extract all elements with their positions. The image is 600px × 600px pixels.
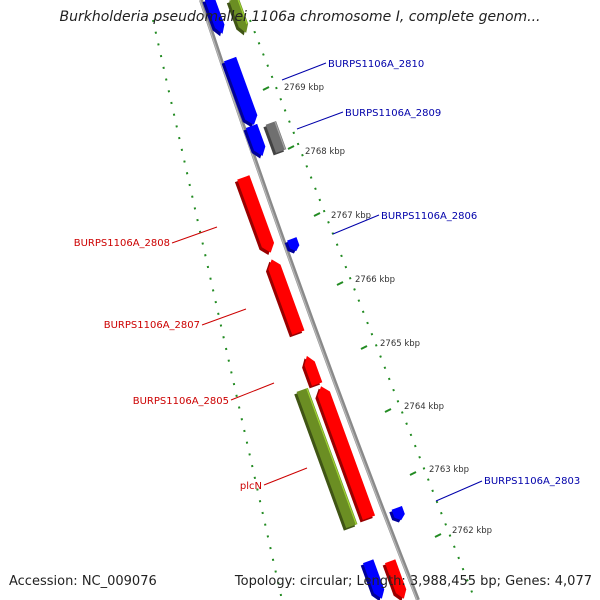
gene-small-red-body: [304, 355, 323, 386]
gene-label-3: BURPS1106A_2806: [381, 211, 477, 222]
ruler-tick-7: [409, 471, 417, 476]
gene-burps1106a-2810-body: [223, 56, 258, 125]
gene-burps1106a-2808: [234, 175, 275, 256]
gene-burps1106a-2805: [315, 386, 376, 523]
gene-plcn-body: [296, 387, 358, 529]
ruler-label-6: 2764 kbp: [404, 402, 444, 412]
gene-red-bottom-body: [384, 559, 407, 599]
gene-red-bottom: [382, 559, 407, 600]
ruler-label-7: 2763 kbp: [429, 465, 469, 475]
gene-gray-2809-body: [265, 121, 287, 153]
ruler-tick-8: [434, 533, 442, 538]
gene-blue-top-body: [204, 0, 225, 34]
gene-gray-2809-highlight: [274, 121, 286, 150]
ruler-label-2: 2768 kbp: [305, 147, 345, 157]
topology-text: Topology: circular; Length: 3,988,455 bp…: [234, 574, 592, 589]
gene-label-leader-3: [332, 214, 380, 235]
gene-burps1106a-2805-body: [317, 386, 376, 521]
gene-gray-2809: [263, 121, 287, 156]
ruler-tick-5: [360, 345, 368, 350]
gene-label-2: BURPS1106A_2809: [345, 108, 441, 119]
gene-burps1106a-2808-highlight: [247, 175, 274, 244]
gene-label-4: BURPS1106A_2808: [74, 238, 170, 249]
gene-label-leader-6: [230, 382, 275, 401]
gene-blue-top: [202, 0, 225, 37]
gene-label-leader-2: [296, 111, 344, 130]
gene-green-top: [226, 0, 249, 36]
ruler-tick-1: [262, 86, 270, 91]
gene-blue-bottom-body: [362, 559, 385, 599]
gene-label-6: BURPS1106A_2805: [133, 396, 229, 407]
accession-text: Accession: NC_009076: [9, 574, 157, 589]
gene-label-leader-5: [201, 308, 247, 326]
gene-burps1106a-2810-highlight: [234, 57, 257, 116]
gene-label-leader-1: [281, 62, 327, 81]
ruler-label-1: 2769 kbp: [284, 83, 324, 93]
gene-burps1106a-2807-highlight: [278, 264, 304, 332]
gene-burps1106a-2803: [389, 506, 405, 523]
gene-burps1106a-2810: [221, 56, 258, 128]
gene-green-top-body: [229, 0, 249, 33]
gene-label-7: plcN: [240, 481, 262, 492]
gene-small-red: [302, 355, 323, 389]
gene-burps1106a-2803-highlight: [400, 506, 405, 515]
outer-ruler-track: [152, 19, 283, 600]
gene-burps1106a-2809: [243, 123, 266, 159]
gene-burps1106a-2806: [284, 237, 300, 254]
gene-label-8: BURPS1106A_2803: [484, 476, 580, 487]
gene-label-leader-7: [263, 467, 308, 486]
gene-burps1106a-2807-body: [268, 259, 305, 335]
gene-label-1: BURPS1106A_2810: [328, 59, 424, 70]
gene-red-bottom-highlight: [393, 559, 406, 591]
ruler-tick-6: [384, 408, 392, 413]
gene-label-5: BURPS1106A_2807: [104, 320, 200, 331]
gene-label-leader-4: [171, 226, 218, 244]
gene-label-leader-8: [435, 480, 483, 502]
backbone-highlight: [199, 0, 418, 600]
gene-blue-bottom: [360, 559, 385, 600]
gene-burps1106a-2806-highlight: [294, 237, 299, 246]
gene-plcn: [294, 387, 358, 531]
gene-green-top-highlight: [236, 0, 248, 25]
gene-burps1106a-2809-body: [245, 123, 266, 157]
ruler-label-3: 2767 kbp: [331, 211, 371, 221]
gene-plcn-highlight: [306, 388, 357, 525]
ruler-tick-3: [313, 212, 321, 217]
ruler-tick-4: [336, 281, 344, 286]
gene-blue-bottom-highlight: [371, 559, 384, 591]
ruler-tick-2: [287, 145, 295, 150]
ruler-label-4: 2766 kbp: [355, 275, 395, 285]
ruler-label-8: 2762 kbp: [452, 526, 492, 536]
gene-burps1106a-2805-highlight: [328, 391, 375, 517]
ruler-label-5: 2765 kbp: [380, 339, 420, 349]
gene-burps1106a-2808-body: [237, 175, 275, 253]
gene-blue-top-highlight: [212, 0, 224, 26]
gene-burps1106a-2807: [265, 259, 305, 338]
gene-small-red-highlight: [313, 361, 322, 383]
gene-burps1106a-2809-highlight: [255, 124, 265, 148]
genome-title: Burkholderia pseudomallei 1106a chromoso…: [59, 9, 541, 25]
